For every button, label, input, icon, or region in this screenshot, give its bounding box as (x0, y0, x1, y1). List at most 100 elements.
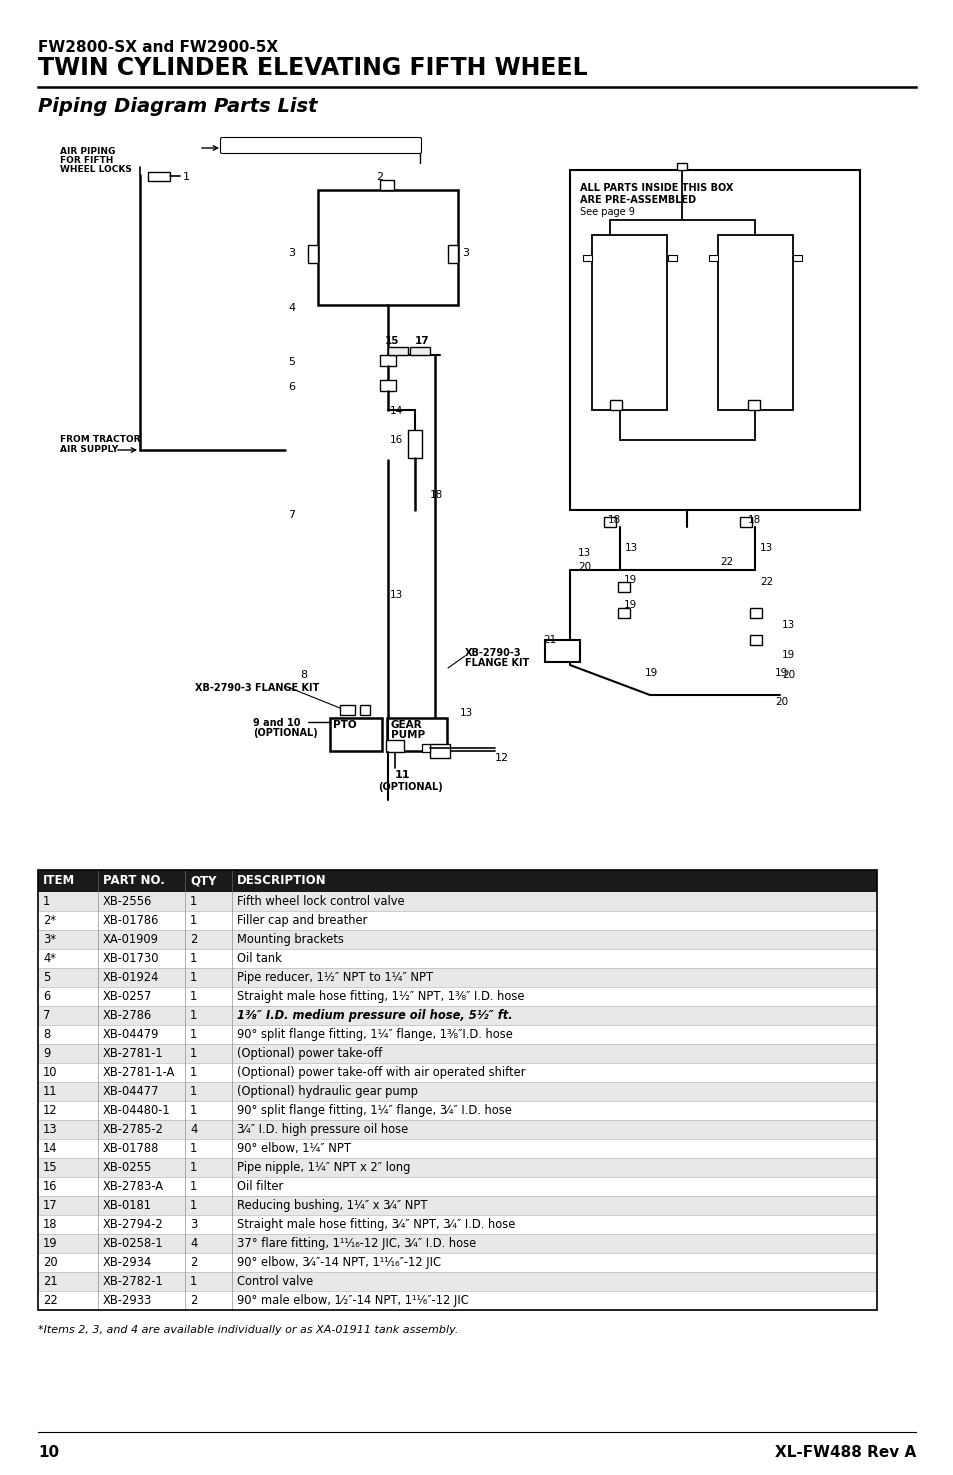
Text: XB-2934: XB-2934 (103, 1257, 152, 1268)
Text: 13: 13 (459, 708, 473, 718)
Bar (408, 431, 421, 459)
Text: 3*: 3* (43, 934, 56, 945)
Text: XB-0258-1: XB-0258-1 (103, 1238, 164, 1249)
Text: 21: 21 (542, 636, 556, 645)
Text: Straight male hose fitting, 3⁄₄″ NPT, 3⁄₄″ I.D. hose: Straight male hose fitting, 3⁄₄″ NPT, 3⁄… (236, 1218, 515, 1232)
Text: Fifth wheel lock control valve: Fifth wheel lock control valve (236, 895, 404, 909)
Text: PTO: PTO (333, 720, 356, 730)
Text: (OPTIONAL): (OPTIONAL) (253, 729, 317, 738)
Text: 18: 18 (747, 515, 760, 525)
Text: TWIN CYLINDER ELEVATING FIFTH WHEEL: TWIN CYLINDER ELEVATING FIFTH WHEEL (38, 56, 587, 80)
Bar (38, 1235, 876, 1252)
Text: 1: 1 (190, 1066, 197, 1080)
Text: 1: 1 (190, 914, 197, 926)
Text: 1: 1 (190, 1274, 197, 1288)
Text: GEAR: GEAR (391, 720, 422, 730)
Text: 19: 19 (774, 668, 787, 679)
Text: 3: 3 (461, 248, 469, 258)
Text: 6: 6 (43, 990, 51, 1003)
Text: XB-01730: XB-01730 (103, 951, 159, 965)
Bar (38, 1215, 876, 1235)
FancyBboxPatch shape (220, 137, 421, 153)
Text: 21: 21 (43, 1274, 57, 1288)
Text: XB-2785-2: XB-2785-2 (103, 1122, 164, 1136)
Text: 16: 16 (390, 435, 403, 445)
Bar (38, 987, 876, 1006)
Text: 20: 20 (43, 1257, 57, 1268)
Bar (38, 1044, 876, 1063)
Text: PUMP: PUMP (391, 730, 425, 740)
Text: FW2800-SX and FW2900-5X: FW2800-SX and FW2900-5X (38, 40, 278, 55)
Text: 90° elbow, 3⁄₄″-14 NPT, 1¹¹⁄₁₆″-12 JIC: 90° elbow, 3⁄₄″-14 NPT, 1¹¹⁄₁₆″-12 JIC (236, 1257, 440, 1268)
Text: Filler cap and breather: Filler cap and breather (236, 914, 367, 926)
Text: 2: 2 (190, 1294, 197, 1307)
Bar (609, 400, 621, 410)
Text: FROM TRACTOR: FROM TRACTOR (60, 435, 140, 444)
Text: 13: 13 (43, 1122, 57, 1136)
Text: 2: 2 (190, 1257, 197, 1268)
Text: Straight male hose fitting, 1¹⁄₂″ NPT, 1³⁄₈″ I.D. hose: Straight male hose fitting, 1¹⁄₂″ NPT, 1… (236, 990, 524, 1003)
Bar (38, 892, 876, 912)
Text: XB-2790-3: XB-2790-3 (464, 648, 521, 658)
Text: 18: 18 (43, 1218, 57, 1232)
Text: 1: 1 (190, 1047, 197, 1061)
Text: 1: 1 (183, 173, 190, 181)
Text: XL-FW488 Rev A: XL-FW488 Rev A (774, 1446, 915, 1460)
Bar (569, 170, 859, 510)
Text: 18: 18 (607, 515, 620, 525)
Bar (38, 1100, 876, 1120)
Text: FOR FIFTH: FOR FIFTH (60, 156, 113, 165)
Bar (38, 1120, 876, 1139)
Bar (792, 255, 801, 261)
Text: 17: 17 (43, 1199, 57, 1212)
Text: (Optional) hydraulic gear pump: (Optional) hydraulic gear pump (236, 1086, 417, 1097)
Text: 19: 19 (623, 575, 637, 586)
Text: 16: 16 (43, 1180, 57, 1193)
Text: 20: 20 (774, 698, 787, 707)
Bar (38, 1158, 876, 1177)
Text: 3⁄₄″ I.D. high pressure oil hose: 3⁄₄″ I.D. high pressure oil hose (236, 1122, 408, 1136)
Bar (410, 347, 430, 355)
Bar (38, 1196, 876, 1215)
Text: 37° flare fitting, 1¹¹⁄₁₆-12 JIC, 3⁄₄″ I.D. hose: 37° flare fitting, 1¹¹⁄₁₆-12 JIC, 3⁄₄″ I… (236, 1238, 476, 1249)
Text: XB-2781-1: XB-2781-1 (103, 1047, 164, 1061)
Bar (379, 180, 394, 190)
Text: XB-01924: XB-01924 (103, 971, 159, 984)
Text: 19: 19 (781, 650, 795, 659)
Text: XB-01788: XB-01788 (103, 1142, 159, 1155)
Bar (749, 608, 761, 618)
Bar (38, 1291, 876, 1310)
Text: PART NO.: PART NO. (103, 875, 165, 888)
Bar (317, 190, 457, 305)
Text: 12: 12 (43, 1103, 57, 1117)
Bar (740, 518, 751, 527)
Text: 1: 1 (190, 895, 197, 909)
Text: XB-04477: XB-04477 (103, 1086, 159, 1097)
Text: XB-2933: XB-2933 (103, 1294, 152, 1307)
Bar (38, 1025, 876, 1044)
Text: 4: 4 (289, 302, 295, 313)
Text: 8: 8 (43, 1028, 51, 1041)
Text: XB-0257: XB-0257 (103, 990, 152, 1003)
Text: 6: 6 (288, 382, 294, 392)
Text: 19: 19 (644, 668, 658, 679)
Text: 11: 11 (395, 770, 410, 780)
Text: ITEM: ITEM (43, 875, 75, 888)
Bar (582, 255, 592, 261)
Text: XB-2794-2: XB-2794-2 (103, 1218, 164, 1232)
Bar (603, 518, 616, 527)
Text: 13: 13 (781, 620, 795, 630)
Text: 1: 1 (43, 895, 51, 909)
Text: 19: 19 (43, 1238, 57, 1249)
Text: 11: 11 (43, 1086, 57, 1097)
Text: TO FIFTH WHEEL TOP PLATE LOCKS: TO FIFTH WHEEL TOP PLATE LOCKS (224, 145, 396, 153)
Text: 4: 4 (190, 1122, 197, 1136)
Bar (379, 355, 395, 366)
Text: XB-04480-1: XB-04480-1 (103, 1103, 171, 1117)
Bar (708, 255, 718, 261)
Bar (618, 583, 629, 591)
Text: DESCRIPTION: DESCRIPTION (236, 875, 326, 888)
Bar (38, 1006, 876, 1025)
Bar (387, 718, 447, 751)
Text: Pipe reducer, 1¹⁄₂″ NPT to 1¹⁄₄″ NPT: Pipe reducer, 1¹⁄₂″ NPT to 1¹⁄₄″ NPT (236, 971, 433, 984)
